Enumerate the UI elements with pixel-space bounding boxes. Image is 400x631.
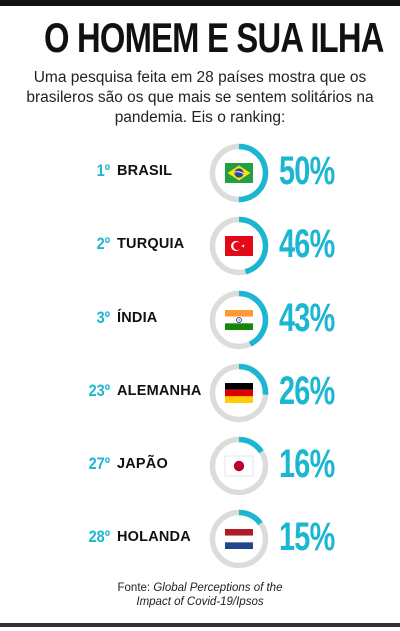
country-label: ALEMANHA	[117, 383, 202, 399]
ring-value-arc	[209, 216, 269, 276]
ranking-row: 28º HOLANDA 15%	[0, 508, 400, 569]
source-prefix: Fonte:	[117, 582, 154, 594]
percent-ring	[209, 216, 269, 276]
rank-label: 3º	[96, 308, 110, 327]
country-label: BRASIL	[117, 163, 173, 179]
rank-label: 1º	[96, 161, 110, 180]
percent-value: 26%	[279, 369, 335, 413]
percent-ring	[209, 290, 269, 350]
percent-value: 50%	[279, 149, 335, 193]
ring-value-arc	[209, 290, 269, 350]
percent-ring	[209, 509, 269, 569]
country-label: JAPÃO	[117, 456, 168, 472]
country-label: TURQUIA	[117, 236, 185, 252]
percent-value: 43%	[279, 296, 335, 340]
page-subtitle: Uma pesquisa feita em 28 países mostra q…	[26, 69, 374, 126]
ranking-row: 27º JAPÃO 16%	[0, 435, 400, 496]
country-label: ÍNDIA	[117, 310, 158, 326]
percent-value: 16%	[279, 442, 335, 486]
ranking-row: 2º TURQUIA 46%	[0, 215, 400, 276]
netherlands-flag-icon	[225, 529, 253, 549]
india-flag-icon	[225, 310, 253, 330]
percent-ring	[209, 363, 269, 423]
source-line1: Global Perceptions of the	[153, 582, 283, 594]
top-rule	[0, 0, 400, 6]
germany-flag-icon	[225, 383, 253, 403]
ring-value-arc	[209, 436, 269, 496]
bottom-rule	[0, 623, 400, 627]
ring-value-arc	[209, 509, 269, 569]
source-note: Fonte: Global Perceptions of the Impact …	[0, 581, 400, 609]
rank-label: 28º	[88, 527, 110, 546]
source-line2: Impact of Covid-19/Ipsos	[136, 596, 264, 608]
ranking-row: 3º ÍNDIA 43%	[0, 289, 400, 350]
percent-value: 15%	[279, 515, 335, 559]
japan-flag-icon	[224, 455, 254, 477]
percent-value: 46%	[279, 222, 335, 266]
brazil-flag-icon	[225, 163, 253, 183]
rank-label: 23º	[88, 381, 110, 400]
rank-label: 27º	[88, 454, 110, 473]
ring-value-arc	[209, 363, 269, 423]
country-label: HOLANDA	[117, 529, 191, 545]
ring-value-arc	[209, 143, 269, 203]
percent-ring	[209, 143, 269, 203]
ranking-row: 23º ALEMANHA 26%	[0, 362, 400, 423]
turkey-flag-icon	[225, 236, 253, 256]
percent-ring	[209, 436, 269, 496]
ranking-row: 1º BRASIL 50%	[0, 142, 400, 203]
page-title: O HOMEM E SUA ILHA	[44, 14, 384, 61]
rank-label: 2º	[96, 234, 110, 253]
